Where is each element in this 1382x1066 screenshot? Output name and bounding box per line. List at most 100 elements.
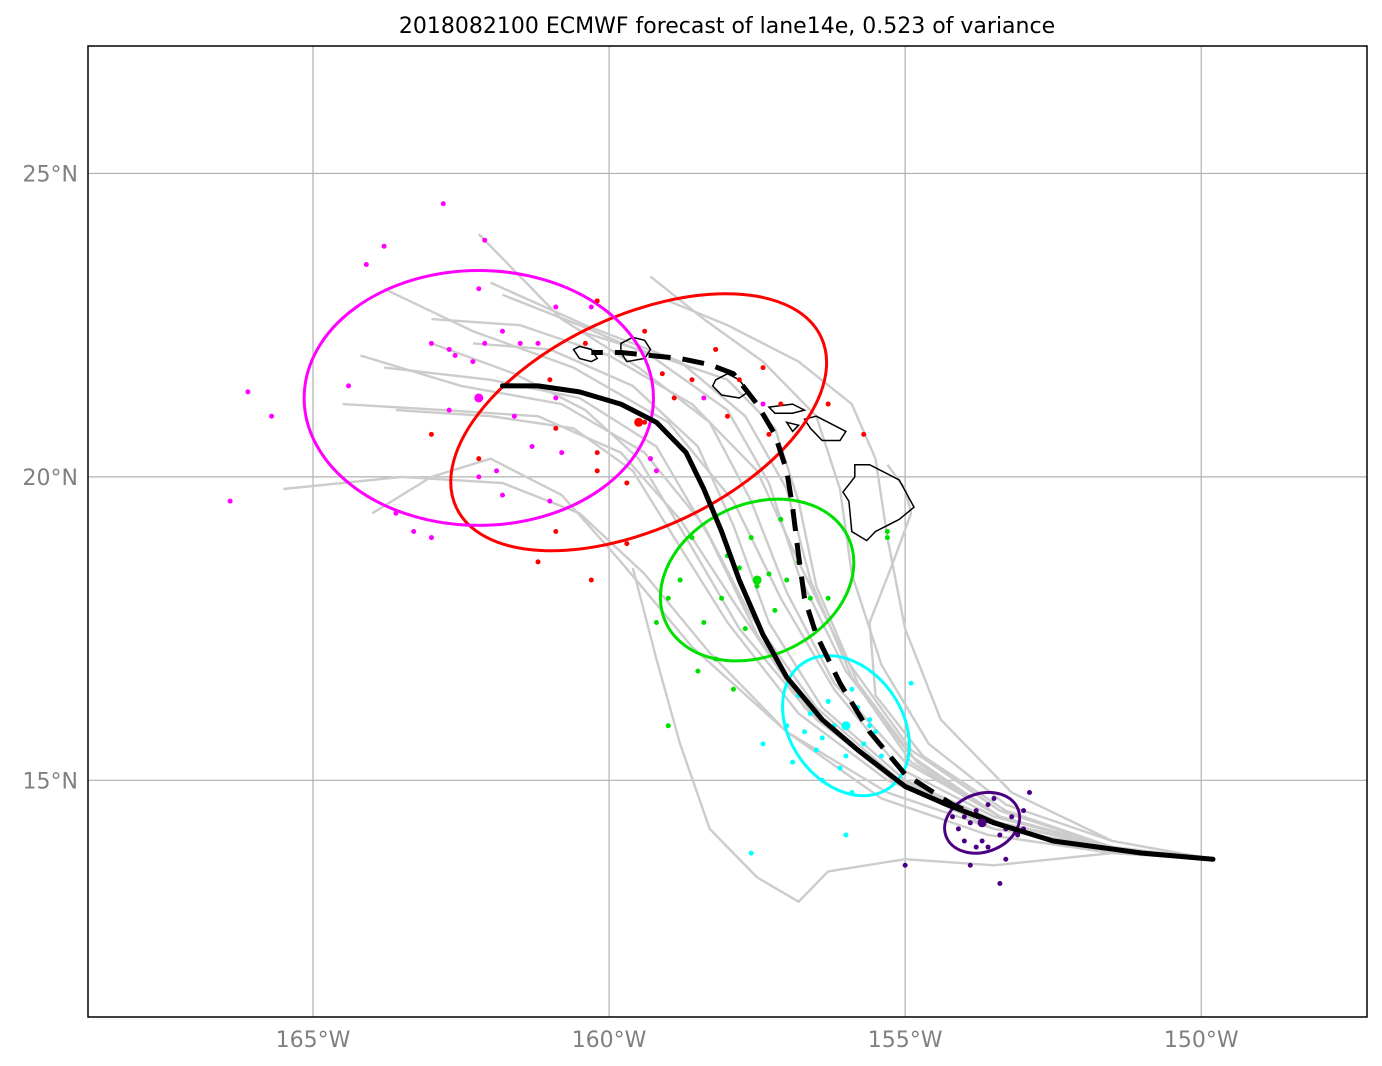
member-position-dot xyxy=(346,383,352,389)
member-position-dot xyxy=(985,844,991,850)
member-position-dot xyxy=(825,698,831,704)
member-position-dot xyxy=(446,346,452,352)
member-position-dot xyxy=(648,456,654,462)
chart-title: 2018082100 ECMWF forecast of lane14e, 0.… xyxy=(399,14,1055,39)
member-position-dot xyxy=(878,753,884,759)
member-position-dot xyxy=(689,535,695,541)
member-position-dot xyxy=(594,468,600,474)
gridlines xyxy=(88,46,1367,1017)
ensemble-track xyxy=(631,567,1214,903)
ensemble-track xyxy=(283,475,1214,861)
mean-track-solid xyxy=(500,383,1216,862)
lon-tick-label: 155°W xyxy=(868,1028,943,1053)
member-position-dot xyxy=(653,620,659,626)
member-position-dot xyxy=(736,377,742,383)
member-position-dot xyxy=(677,577,683,583)
member-position-dot xyxy=(381,243,387,249)
ensemble-track xyxy=(430,342,1214,861)
ellipse-center-marker xyxy=(841,721,851,731)
member-position-dot xyxy=(553,529,559,534)
member-position-dot xyxy=(482,237,488,243)
member-position-dot xyxy=(778,516,784,522)
member-position-dot xyxy=(985,802,991,808)
member-position-dot xyxy=(748,535,754,541)
lon-tick-label: 160°W xyxy=(572,1028,647,1053)
member-position-dot xyxy=(624,541,630,547)
member-position-dot xyxy=(642,328,648,334)
uncertainty-ellipse xyxy=(449,292,829,553)
member-position-dot xyxy=(559,450,565,456)
member-position-dot xyxy=(961,814,967,820)
uncertainty-ellipses xyxy=(302,269,1022,855)
member-position-dot xyxy=(719,595,725,601)
member-position-dot xyxy=(529,444,535,450)
member-position-dot xyxy=(476,286,482,292)
ellipse-center-marker xyxy=(634,417,644,427)
member-position-dot xyxy=(499,492,505,498)
member-position-dot xyxy=(772,607,778,613)
member-position-dot xyxy=(766,571,772,577)
ensemble-tracks xyxy=(283,233,1214,903)
member-position-dot xyxy=(713,656,719,662)
member-position-dot xyxy=(553,304,559,310)
member-position-dot xyxy=(973,844,979,850)
member-position-dot xyxy=(843,832,849,838)
member-position-dot xyxy=(482,340,488,346)
member-position-dot xyxy=(363,261,369,267)
member-position-dot xyxy=(884,529,890,534)
member-position-dot xyxy=(428,535,434,541)
member-position-dot xyxy=(760,741,766,747)
member-position-dot xyxy=(588,304,594,310)
ellipse-center-marker xyxy=(474,393,484,403)
member-position-dot xyxy=(967,820,973,826)
member-position-dot xyxy=(1015,832,1021,838)
member-position-dot xyxy=(867,717,873,723)
mean-tracks xyxy=(474,350,1216,862)
uncertainty-ellipse xyxy=(781,654,911,798)
member-position-dot xyxy=(790,759,796,765)
member-position-dot xyxy=(499,328,505,334)
member-position-dot xyxy=(813,747,819,753)
member-position-dot xyxy=(760,365,766,371)
member-position-dot xyxy=(725,413,730,419)
ellipse-center-marker xyxy=(977,818,987,828)
member-position-dot xyxy=(849,789,855,795)
member-position-dot xyxy=(547,377,553,383)
member-position-dot xyxy=(778,401,784,407)
member-position-dot xyxy=(695,668,701,674)
uncertainty-ellipse xyxy=(302,269,655,527)
member-position-dot xyxy=(535,559,541,565)
uncertainty-ellipse xyxy=(943,790,1022,855)
member-position-dot xyxy=(594,298,600,304)
member-position-dot xyxy=(884,535,890,541)
member-position-dot xyxy=(1009,814,1015,820)
member-position-dot xyxy=(245,389,251,395)
member-position-dot xyxy=(1003,856,1009,862)
member-position-dot xyxy=(671,395,677,401)
uncertainty-ellipse xyxy=(658,497,856,663)
island-outline xyxy=(842,463,915,542)
member-position-dot xyxy=(659,371,665,377)
island-outline xyxy=(785,421,801,433)
member-position-dot xyxy=(553,425,559,431)
island-outline xyxy=(803,415,847,442)
member-position-dot xyxy=(902,862,908,868)
member-position-dot xyxy=(653,468,659,474)
member-position-dot xyxy=(843,753,849,759)
member-position-dot xyxy=(269,413,275,419)
axis-tick-labels: 165°W 160°W 155°W 150°W 25°N 20°N 15°N xyxy=(23,162,1239,1053)
member-position-dot xyxy=(588,577,594,583)
member-position-dot xyxy=(428,340,434,346)
member-position-dot xyxy=(837,765,843,771)
member-position-dot xyxy=(701,620,707,626)
member-position-dot xyxy=(594,450,600,456)
member-position-dot xyxy=(742,626,748,632)
member-position-dot xyxy=(997,880,1003,886)
member-position-dot xyxy=(1026,789,1032,795)
member-position-dot xyxy=(819,777,825,783)
member-position-dot xyxy=(624,480,630,486)
member-position-dot xyxy=(517,340,523,346)
member-position-dot xyxy=(665,595,671,601)
member-position-dot xyxy=(713,346,719,352)
